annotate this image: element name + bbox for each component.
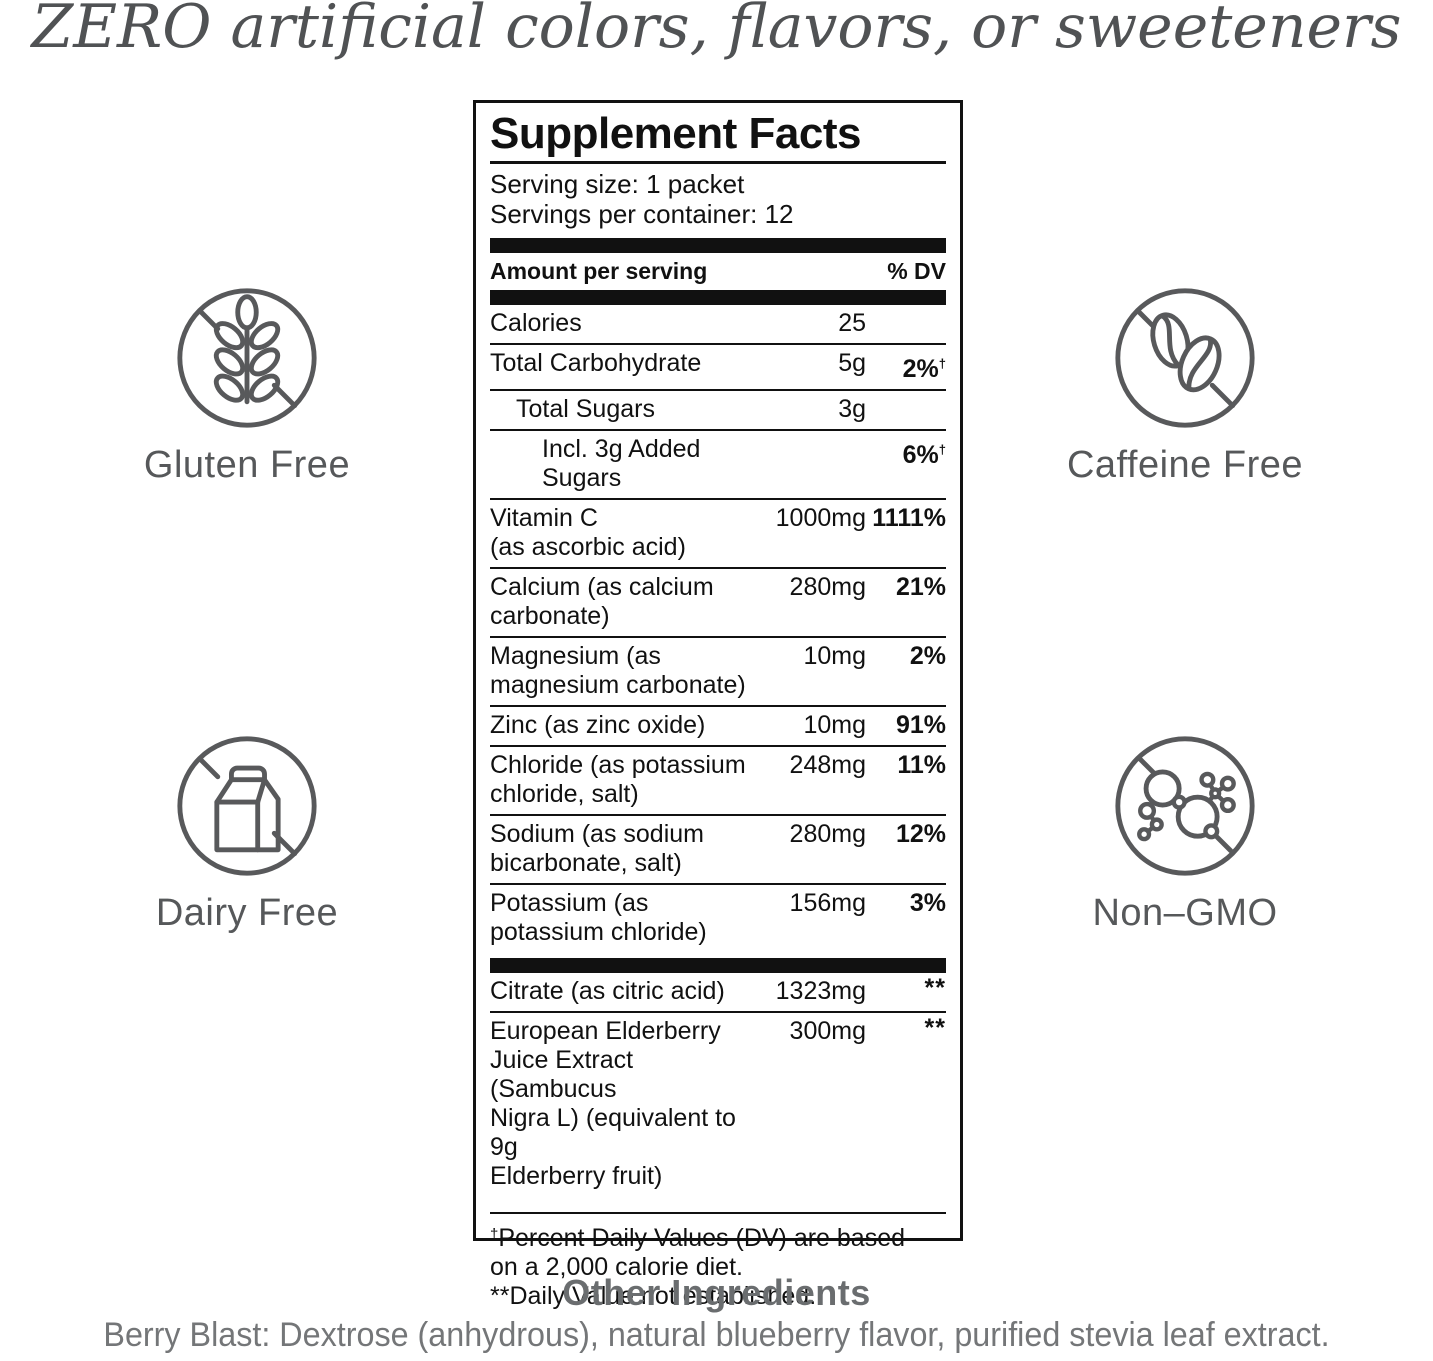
nutrient-amount: 10mg: [803, 711, 866, 739]
supplement-facts-panel: Supplement Facts Serving size: 1 packet …: [473, 100, 963, 1310]
badge-dairy-free: Dairy Free: [97, 733, 397, 935]
nutrient-dv: 1111%: [872, 504, 946, 532]
badge-label: Non–GMO: [1092, 892, 1278, 934]
divider-bar: [490, 958, 946, 973]
nutrient-row: Citrate (as citric acid) 1323mg **: [490, 973, 946, 1011]
nutrient-amount: 280mg: [789, 573, 866, 601]
nutrient-row: Sodium (as sodium bicarbonate, salt) 280mg…: [490, 814, 946, 883]
nutrient-dv: 91%: [895, 711, 946, 739]
nutrient-amount: 1000mg: [775, 504, 866, 532]
serving-size: Serving size: 1 packet: [490, 169, 745, 199]
nutrient-dv: 2%†: [902, 355, 946, 383]
nutrient-row: Vitamin C (as ascorbic acid) 1000mg 1111%: [490, 498, 946, 567]
badge-label: Gluten Free: [143, 444, 351, 486]
divider-bar: [490, 290, 946, 305]
nutrient-amount: 280mg: [789, 820, 866, 848]
nutrient-amount: 10mg: [803, 642, 866, 670]
nutrient-amount: 25: [838, 309, 866, 337]
divider: [490, 161, 946, 164]
nutrient-name: Magnesium (as magnesium carbonate): [490, 642, 746, 699]
nutrient-name: Calcium (as calcium carbonate): [490, 573, 714, 630]
nutrient-name: Sodium (as sodium bicarbonate, salt): [490, 820, 704, 877]
amount-header: Amount per serving: [490, 258, 708, 284]
coffee-beans-slash-icon: [1115, 288, 1255, 428]
nutrient-amount: 156mg: [789, 889, 866, 917]
nutrient-name: Citrate (as citric acid): [490, 977, 725, 1005]
nutrient-row: Incl. 3g Added Sugars 6%†: [490, 429, 946, 498]
nutrient-row: Total Carbohydrate 5g 2%†: [490, 343, 946, 389]
molecule-slash-icon: [1115, 736, 1255, 876]
nutrient-row: Zinc (as zinc oxide) 10mg 91%: [490, 705, 946, 745]
nutrient-amount: 300mg: [789, 1017, 866, 1045]
nutrient-dv: 11%: [897, 751, 946, 779]
nutrient-name: Incl. 3g Added Sugars: [542, 435, 701, 492]
nutrient-row: Total Sugars 3g: [490, 389, 946, 429]
nutrient-dv: 21%: [895, 573, 946, 601]
nutrient-name: Zinc (as zinc oxide): [490, 711, 706, 739]
nutrient-name: Calories: [490, 309, 582, 337]
panel-title: Supplement Facts: [490, 109, 861, 158]
nutrient-amount: 5g: [838, 349, 866, 377]
nutrient-dv: **: [924, 974, 946, 1002]
nutrient-amount: 248mg: [789, 751, 866, 779]
nutrient-dv: 6%†: [902, 441, 946, 469]
nutrient-name: Vitamin C (as ascorbic acid): [490, 504, 686, 561]
nutrient-dv: 3%: [909, 889, 946, 917]
nutrient-name: Potassium (as potassium chloride): [490, 889, 707, 946]
wheat-slash-icon: [177, 288, 317, 428]
dv-header: % DV: [887, 258, 946, 284]
milk-carton-slash-icon: [177, 736, 317, 876]
badge-caffeine-free: Caffeine Free: [1035, 285, 1335, 487]
nutrient-row: Chloride (as potassium chloride, salt) 248…: [490, 745, 946, 814]
nutrient-dv: **: [924, 1014, 946, 1042]
nutrient-row: Calcium (as calcium carbonate) 280mg 21%: [490, 567, 946, 636]
badge-label: Dairy Free: [155, 892, 339, 934]
footnote: †Percent Daily Values (DV) are based on a…: [490, 1224, 906, 1281]
badge-label: Caffeine Free: [1066, 444, 1304, 486]
nutrient-dv: 2%: [909, 642, 946, 670]
nutrient-name: Total Carbohydrate: [490, 349, 702, 377]
column-header-row: Amount per serving % DV: [490, 253, 946, 290]
footnote: **Daily Value not established.: [490, 1282, 817, 1310]
badge-gluten-free: Gluten Free: [97, 285, 397, 487]
badge-non-gmo: Non–GMO: [1035, 733, 1335, 935]
divider-bar: [490, 238, 946, 253]
headline: ZERO artificial colors, flavors, or swee…: [31, 0, 1402, 62]
nutrient-amount: 1323mg: [775, 977, 866, 1005]
nutrient-name: Total Sugars: [516, 395, 655, 423]
other-ingredients-title: Other Ingredients: [562, 1272, 871, 1313]
nutrient-row: Calories 25: [490, 305, 946, 343]
nutrient-dv: 12%: [895, 820, 946, 848]
servings-per-container: Servings per container: 12: [490, 199, 794, 229]
nutrient-row: Magnesium (as magnesium carbonate) 10mg 2%: [490, 636, 946, 705]
blend-rows: Citrate (as citric acid) 1323mg ** European…: [490, 973, 946, 1196]
nutrient-row: European Elderberry Juice Extract (Sambuc…: [490, 1011, 946, 1196]
other-ingredients-text: Berry Blast: Dextrose (anhydrous), natur…: [103, 1316, 1330, 1354]
nutrient-name: European Elderberry Juice Extract (Sambuc…: [490, 1017, 736, 1190]
nutrient-rows: Calories 25 Total Carbohydrate 5g 2%† Total S…: [490, 305, 946, 952]
nutrient-amount: 3g: [838, 395, 866, 423]
nutrient-row: Potassium (as potassium chloride) 156mg 3%: [490, 883, 946, 952]
footnotes: †Percent Daily Values (DV) are based on a…: [490, 1212, 946, 1311]
nutrient-name: Chloride (as potassium chloride, salt): [490, 751, 746, 808]
